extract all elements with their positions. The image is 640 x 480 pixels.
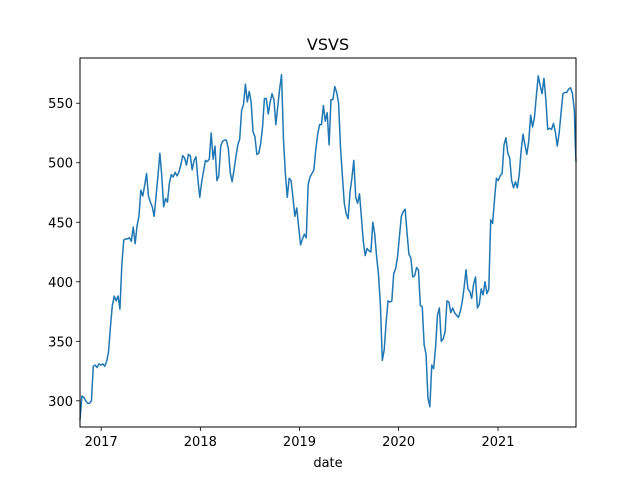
- y-tick-label: 350: [48, 335, 73, 350]
- series-layer: [79, 73, 577, 421]
- y-tick-label: 450: [48, 216, 73, 231]
- x-tick-label: 2017: [85, 435, 118, 450]
- plot-frame: [79, 57, 577, 428]
- y-tick-label: 400: [48, 276, 73, 291]
- x-tick-label: 2019: [283, 435, 316, 450]
- y-tick-label: 500: [48, 157, 73, 172]
- x-axis-ticks: 2017 2018 2019 2020 2021: [85, 427, 515, 450]
- x-axis-label: date: [313, 456, 342, 471]
- y-axis-ticks: 300 350 400 450 500 550: [48, 97, 80, 410]
- x-tick-label: 2021: [481, 435, 514, 450]
- y-tick-label: 550: [48, 97, 73, 112]
- x-tick-label: 2020: [382, 435, 415, 450]
- chart-title: VSVS: [307, 35, 349, 54]
- y-tick-label: 300: [48, 395, 73, 410]
- x-tick-label: 2018: [184, 435, 217, 450]
- series-line: [79, 73, 577, 421]
- plot-area: [80, 58, 576, 427]
